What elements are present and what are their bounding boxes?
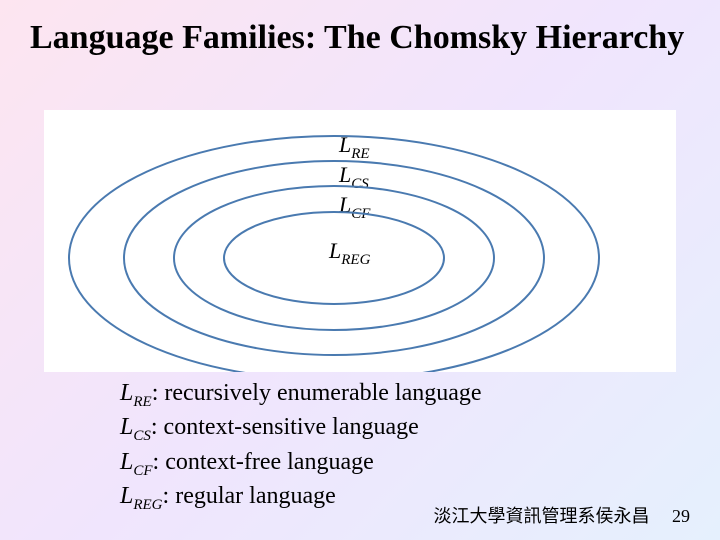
chomsky-diagram: LRELCSLCFLREG (44, 110, 676, 372)
definition-text: : context-sensitive language (151, 414, 419, 440)
symbol-subscript: CS (133, 428, 151, 444)
symbol-subscript: REG (133, 497, 162, 513)
symbol-subscript: RE (133, 394, 151, 410)
definition-text: : regular language (163, 483, 336, 509)
definition-line: LCF: context-free language (120, 447, 482, 481)
ellipse-label: LCF (338, 192, 371, 222)
symbol-L: L (120, 380, 133, 406)
ellipse-label: LREG (328, 238, 371, 268)
footer-credit: 淡江大學資訊管理系侯永昌 (434, 506, 650, 526)
definition-line: LCS: context-sensitive language (120, 412, 482, 446)
definition-text: : context-free language (153, 449, 374, 475)
symbol-subscript: CF (133, 462, 152, 478)
definitions-list: LRE: recursively enumerable languageLCS:… (120, 378, 482, 515)
page-title: Language Families: The Chomsky Hierarchy (30, 18, 684, 59)
footer: 淡江大學資訊管理系侯永昌 29 (434, 502, 691, 528)
page-number: 29 (672, 506, 690, 526)
definition-line: LREG: regular language (120, 481, 482, 515)
ellipse-svg: LRELCSLCFLREG (44, 110, 676, 372)
definition-line: LRE: recursively enumerable language (120, 378, 482, 412)
symbol-L: L (120, 483, 133, 509)
symbol-L: L (120, 414, 133, 440)
symbol-L: L (120, 449, 133, 475)
definition-text: : recursively enumerable language (152, 380, 482, 406)
